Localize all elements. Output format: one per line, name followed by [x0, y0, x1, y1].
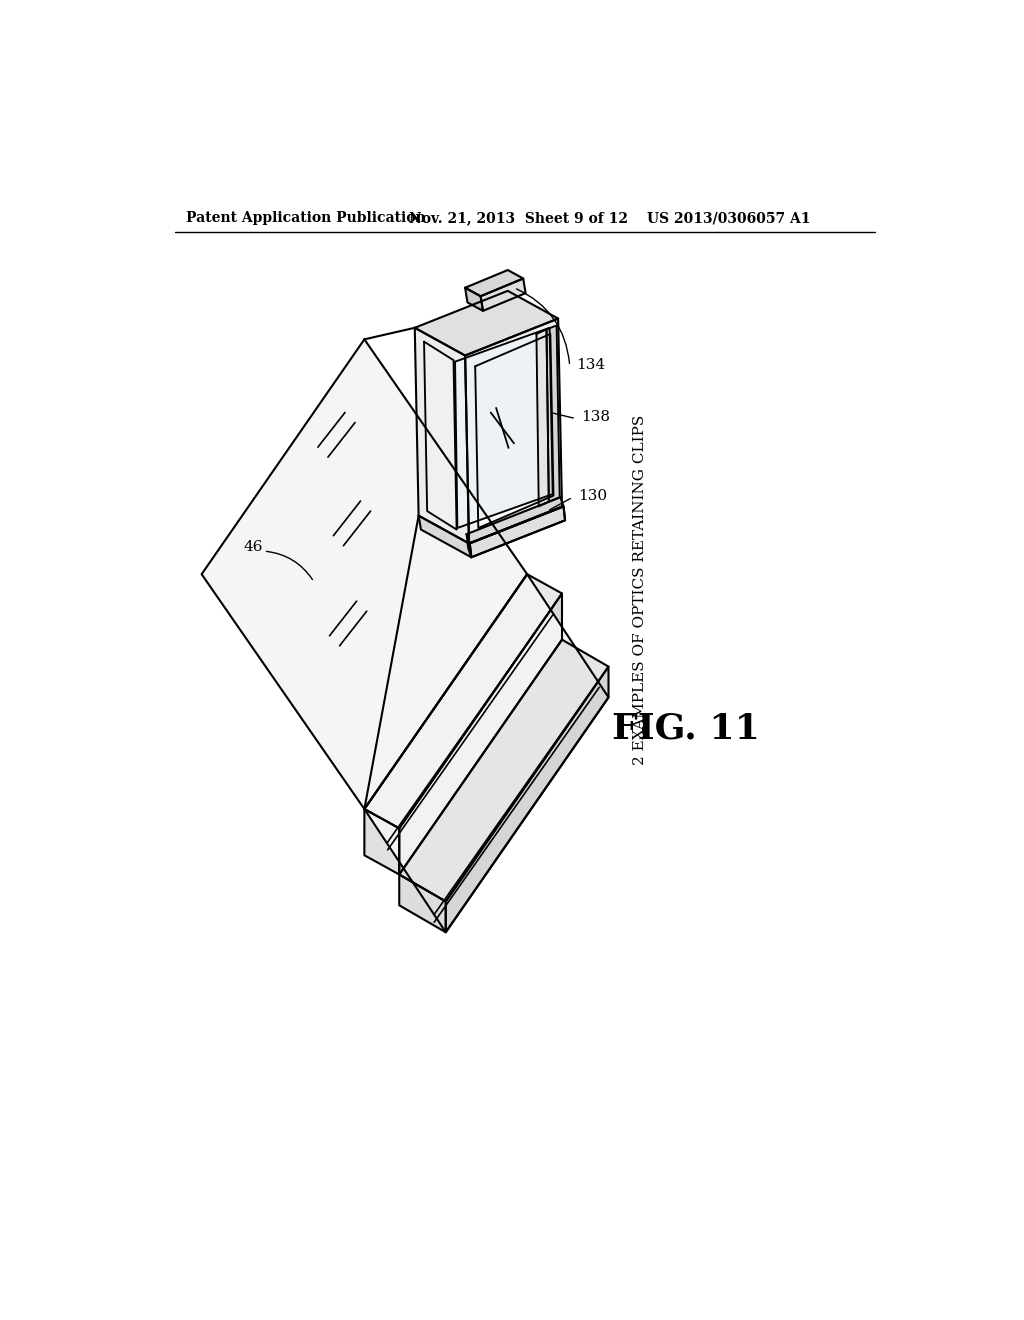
Text: 138: 138: [582, 411, 610, 424]
Polygon shape: [399, 594, 562, 874]
Polygon shape: [470, 507, 565, 557]
Polygon shape: [537, 330, 549, 507]
Polygon shape: [365, 574, 562, 829]
Text: 130: 130: [579, 488, 607, 503]
Polygon shape: [399, 874, 445, 932]
Polygon shape: [465, 318, 562, 544]
Polygon shape: [547, 326, 560, 502]
Polygon shape: [202, 339, 527, 809]
Text: US 2013/0306057 A1: US 2013/0306057 A1: [647, 211, 811, 226]
Polygon shape: [415, 327, 469, 544]
Text: Nov. 21, 2013  Sheet 9 of 12: Nov. 21, 2013 Sheet 9 of 12: [409, 211, 628, 226]
Polygon shape: [365, 574, 608, 932]
Polygon shape: [467, 535, 471, 557]
Polygon shape: [465, 288, 483, 312]
Text: Patent Application Publication: Patent Application Publication: [186, 211, 426, 226]
Polygon shape: [419, 516, 471, 557]
Polygon shape: [399, 640, 608, 902]
Text: 134: 134: [575, 358, 605, 372]
Text: 2 EXAMPLES OF OPTICS RETAINING CLIPS: 2 EXAMPLES OF OPTICS RETAINING CLIPS: [633, 414, 646, 764]
Polygon shape: [480, 279, 525, 312]
Polygon shape: [415, 290, 558, 355]
Polygon shape: [424, 342, 457, 529]
Polygon shape: [469, 507, 565, 557]
Polygon shape: [455, 327, 553, 528]
Polygon shape: [475, 334, 554, 528]
Text: 46: 46: [244, 540, 263, 554]
Polygon shape: [445, 667, 608, 932]
Polygon shape: [465, 271, 523, 296]
Text: FIG. 11: FIG. 11: [612, 711, 760, 746]
Polygon shape: [365, 809, 399, 874]
Polygon shape: [467, 498, 563, 544]
